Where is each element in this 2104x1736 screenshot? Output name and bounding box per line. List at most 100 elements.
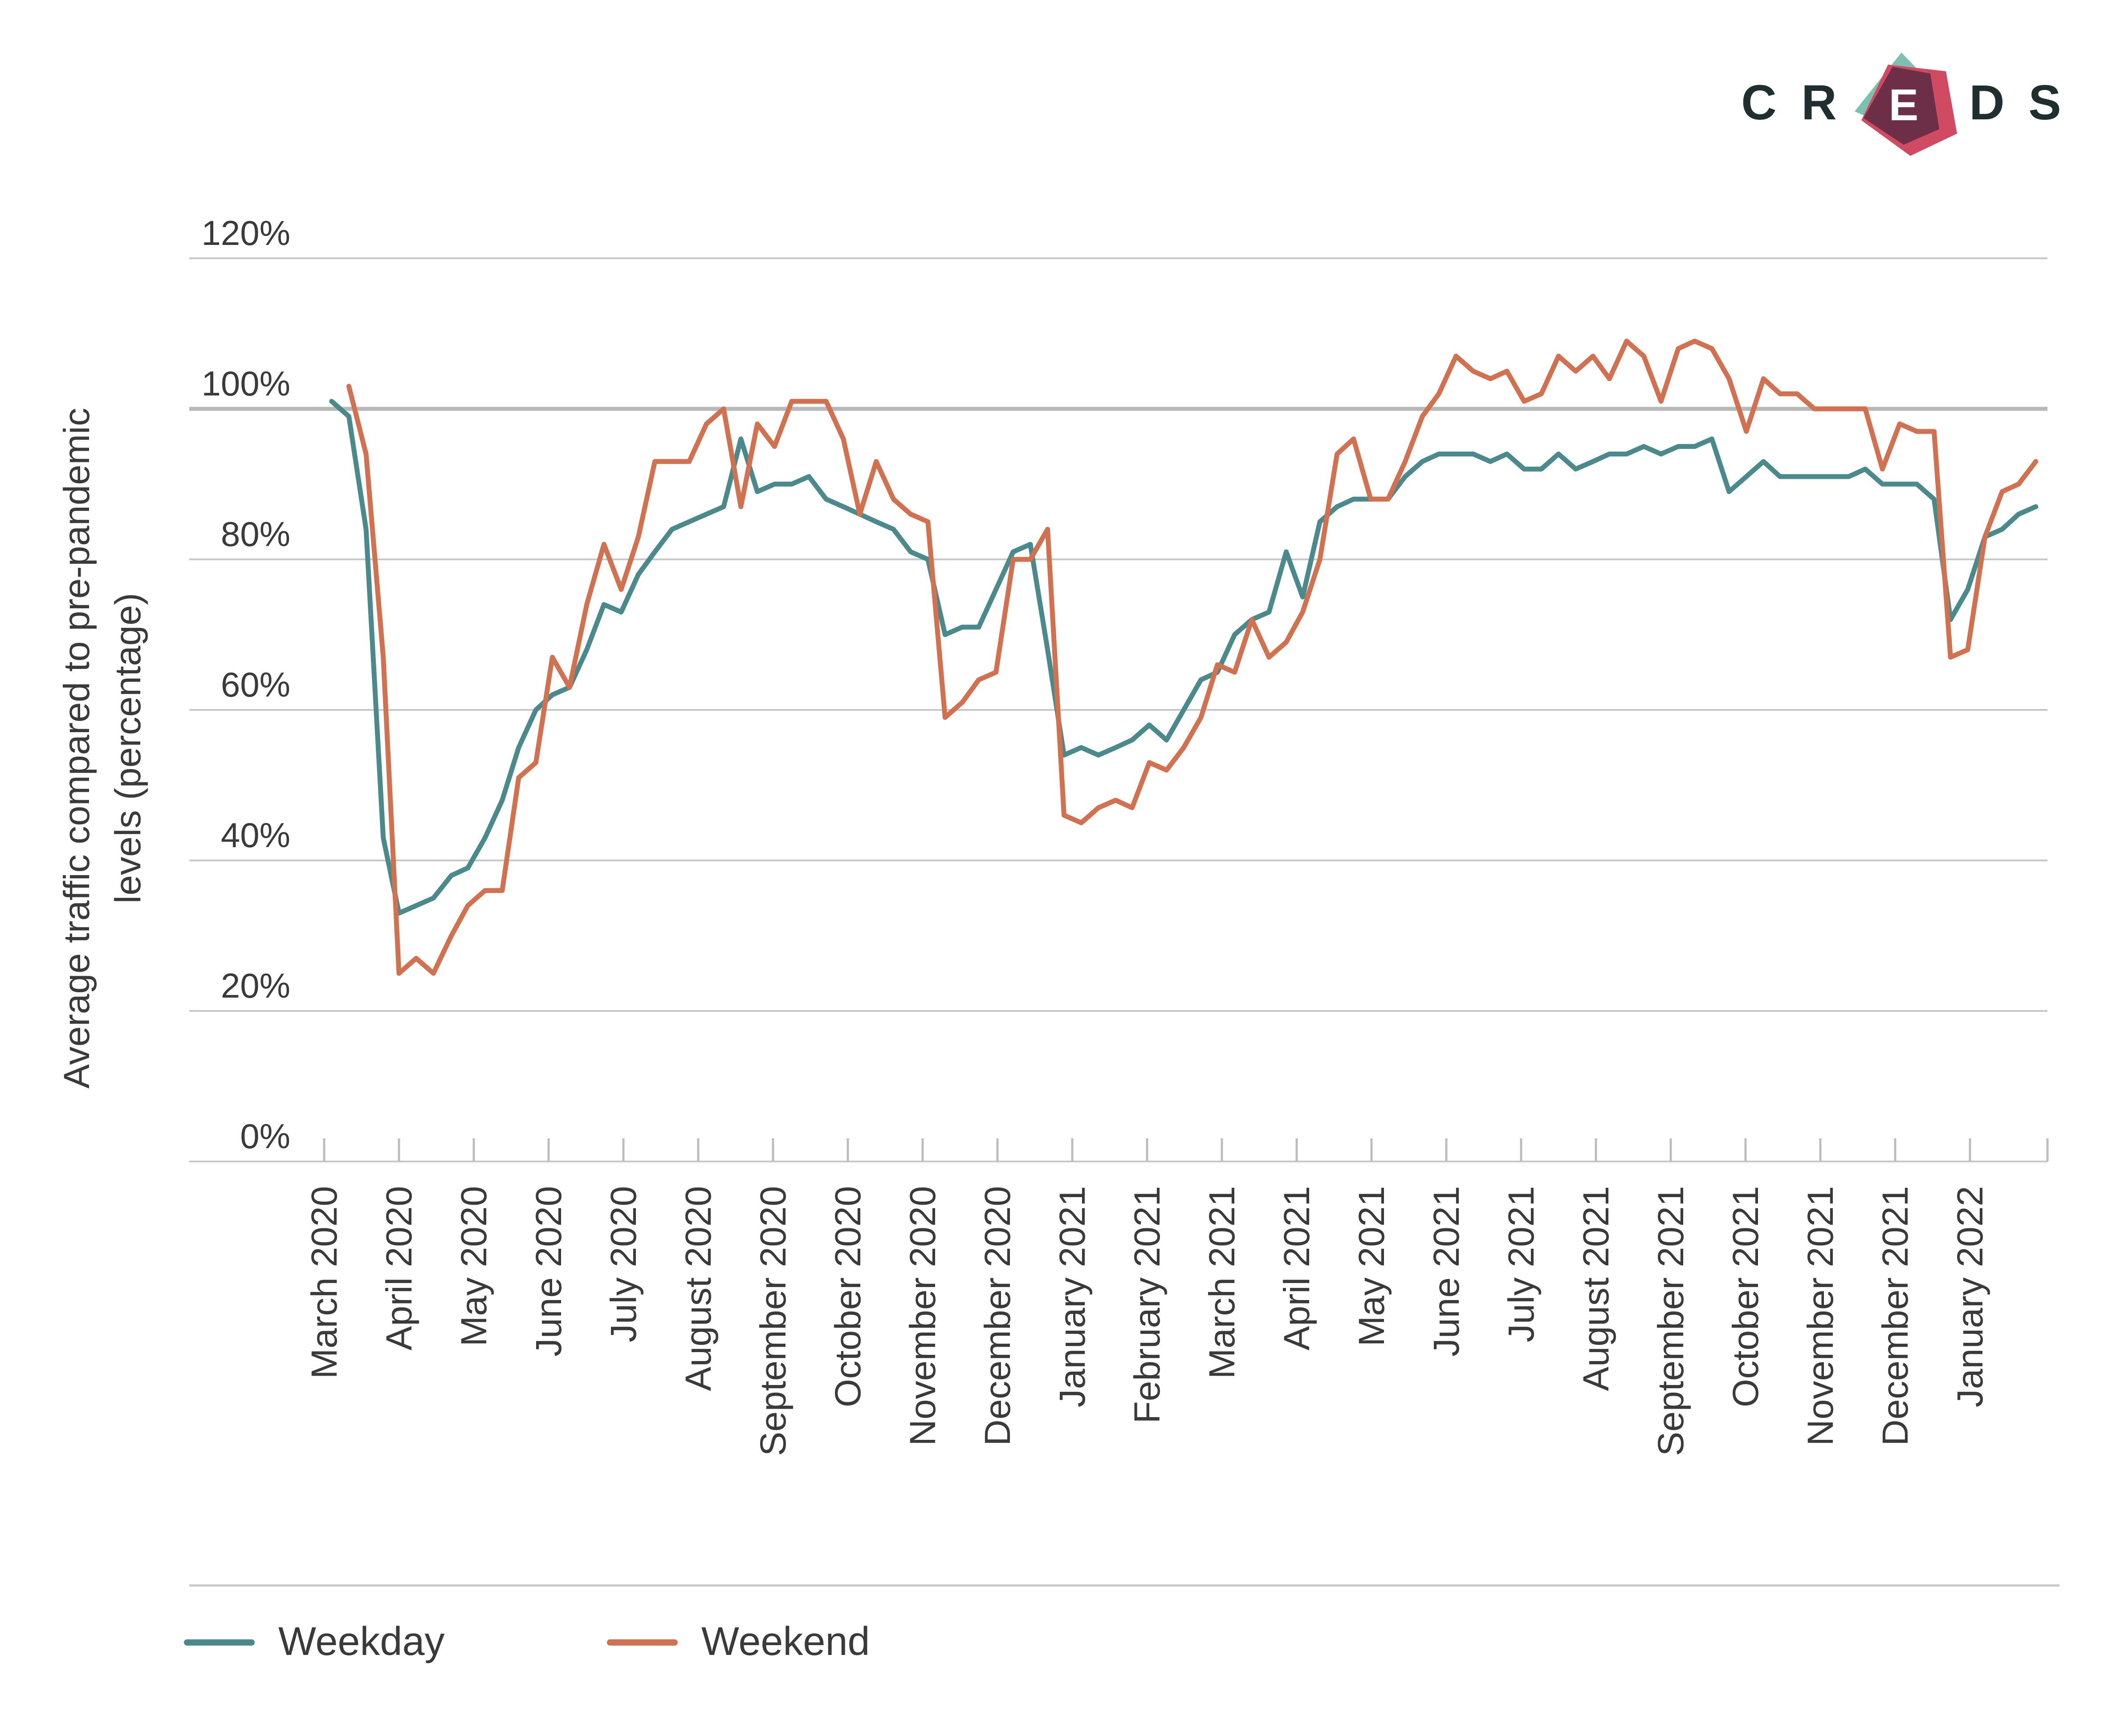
x-tick-label: August 2020 bbox=[678, 1186, 719, 1391]
series-lines bbox=[329, 338, 2039, 976]
data-point-weekend bbox=[1729, 378, 1730, 379]
data-point-weekday bbox=[1848, 476, 1849, 477]
data-point-weekday bbox=[2035, 506, 2036, 507]
data-point-weekday bbox=[1405, 476, 1406, 477]
data-point-weekday bbox=[552, 694, 553, 695]
data-point-weekend bbox=[1183, 747, 1184, 748]
x-tick-label: May 2021 bbox=[1351, 1186, 1392, 1346]
data-point-weekend bbox=[1302, 611, 1303, 612]
data-point-weekend bbox=[1626, 341, 1627, 342]
data-point-weekend bbox=[383, 657, 384, 658]
data-point-weekday bbox=[383, 837, 384, 838]
data-point-weekend bbox=[1694, 341, 1695, 342]
data-point-weekend bbox=[586, 604, 587, 605]
data-point-weekday bbox=[910, 551, 911, 552]
data-point-weekday bbox=[1558, 453, 1559, 454]
x-tick-label: June 2020 bbox=[529, 1186, 569, 1357]
data-point-weekday bbox=[1729, 491, 1730, 492]
data-point-weekday bbox=[1882, 484, 1883, 485]
data-point-weekend bbox=[416, 958, 417, 959]
series-line-weekday bbox=[329, 399, 2039, 916]
data-point-weekday bbox=[962, 627, 963, 628]
data-point-weekend bbox=[2018, 484, 2019, 485]
x-tick-label: January 2022 bbox=[1950, 1186, 1990, 1407]
data-point-weekend bbox=[1609, 378, 1610, 379]
x-tick-label: August 2021 bbox=[1576, 1186, 1616, 1391]
data-point-weekend bbox=[1541, 393, 1542, 394]
logo-letter-c: C bbox=[1741, 75, 1776, 130]
data-point-weekend bbox=[451, 935, 452, 936]
data-point-weekday bbox=[1763, 461, 1764, 462]
data-point-weekend bbox=[1030, 559, 1031, 560]
data-point-weekend bbox=[1814, 408, 1815, 409]
data-point-weekend bbox=[1337, 453, 1338, 454]
data-point-weekend bbox=[621, 589, 622, 590]
data-point-weekday bbox=[2018, 514, 2019, 515]
data-point-weekday bbox=[1831, 476, 1832, 477]
logo-letter-e: E bbox=[1889, 80, 1919, 130]
legend-label-weekend: Weekend bbox=[701, 1619, 870, 1664]
data-point-weekend bbox=[1678, 348, 1679, 349]
data-point-weekend bbox=[2035, 461, 2036, 462]
data-point-weekend bbox=[774, 446, 775, 447]
x-tick-label: April 2020 bbox=[379, 1186, 419, 1350]
data-point-weekend bbox=[518, 777, 519, 778]
data-point-weekday bbox=[416, 905, 417, 906]
data-point-weekday bbox=[1814, 476, 1815, 477]
data-point-weekend bbox=[876, 461, 877, 462]
data-point-weekday bbox=[1353, 499, 1354, 500]
y-tick-label: 80% bbox=[221, 514, 290, 554]
data-point-weekday bbox=[1302, 597, 1303, 598]
data-point-weekend bbox=[689, 461, 690, 462]
x-tick-label: July 2021 bbox=[1501, 1186, 1542, 1342]
x-tick-label: February 2021 bbox=[1127, 1186, 1168, 1423]
y-tick-labels: 0% 20% 40% 60% 80% 100% 120% bbox=[202, 213, 291, 1156]
data-point-weekend bbox=[809, 401, 810, 402]
x-tick-label: March 2021 bbox=[1202, 1186, 1242, 1379]
y-axis-title: Average traffic compared to pre-pandemic bbox=[57, 408, 97, 1088]
data-point-weekday bbox=[1694, 446, 1695, 447]
data-point-weekend bbox=[1779, 393, 1780, 394]
data-point-weekend bbox=[1797, 393, 1798, 394]
logo-letter-r: R bbox=[1801, 75, 1836, 130]
data-point-weekday bbox=[1166, 740, 1167, 741]
creds-logo: C R E D S bbox=[1741, 53, 2061, 156]
data-point-weekday bbox=[1234, 634, 1235, 635]
data-point-weekend bbox=[1405, 461, 1406, 462]
data-point-weekday bbox=[1115, 747, 1116, 748]
legend-label-weekday: Weekday bbox=[278, 1619, 445, 1664]
data-point-weekend bbox=[1865, 408, 1866, 409]
data-point-weekday bbox=[1030, 544, 1031, 545]
data-point-weekend bbox=[910, 514, 911, 515]
data-point-weekend bbox=[433, 973, 434, 974]
data-point-weekday bbox=[843, 506, 844, 507]
data-point-weekend bbox=[1131, 807, 1132, 808]
data-point-weekday bbox=[978, 627, 979, 628]
data-point-weekday bbox=[1337, 506, 1338, 507]
data-point-weekend bbox=[1353, 439, 1354, 440]
data-point-weekday bbox=[1626, 453, 1627, 454]
data-point-weekday bbox=[706, 514, 707, 515]
data-point-weekend bbox=[671, 461, 672, 462]
data-point-weekday bbox=[1269, 611, 1270, 612]
data-point-weekday bbox=[791, 484, 792, 485]
data-point-weekend bbox=[603, 544, 604, 545]
legend: Weekday Weekend bbox=[184, 1619, 870, 1664]
data-point-weekend bbox=[1217, 664, 1218, 665]
data-point-weekend bbox=[893, 499, 894, 500]
data-point-weekday bbox=[671, 529, 672, 530]
data-point-weekday bbox=[433, 898, 434, 899]
data-point-weekend bbox=[1831, 408, 1832, 409]
data-point-weekend bbox=[1592, 356, 1593, 357]
data-point-weekday bbox=[1131, 740, 1132, 741]
data-point-weekday bbox=[944, 634, 945, 635]
data-point-weekday bbox=[1098, 754, 1099, 755]
data-point-weekday bbox=[1678, 446, 1679, 447]
data-point-weekday bbox=[1711, 439, 1712, 440]
x-tick-label: September 2021 bbox=[1651, 1186, 1691, 1456]
data-point-weekend bbox=[791, 401, 792, 402]
x-tick-label: July 2020 bbox=[603, 1186, 644, 1342]
x-tick-label: May 2020 bbox=[454, 1186, 494, 1346]
data-point-weekend bbox=[1967, 649, 1968, 650]
